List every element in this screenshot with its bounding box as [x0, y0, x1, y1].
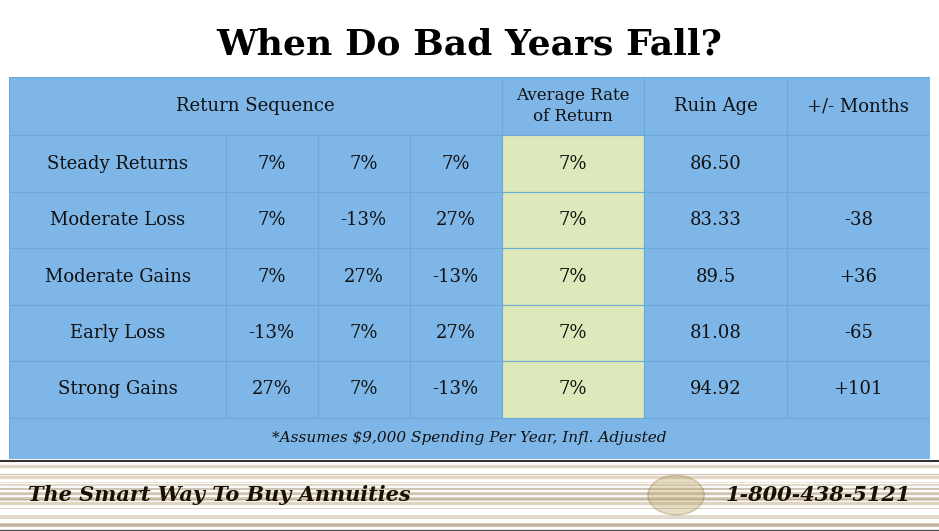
Bar: [9, 77, 501, 135]
Text: 27%: 27%: [436, 211, 476, 229]
Text: 27%: 27%: [344, 268, 384, 286]
Bar: [501, 77, 644, 135]
Text: -13%: -13%: [341, 211, 387, 229]
Text: +101: +101: [834, 380, 883, 398]
Text: 81.08: 81.08: [690, 324, 742, 342]
Text: Moderate Loss: Moderate Loss: [50, 211, 185, 229]
Bar: [225, 135, 317, 192]
Bar: [9, 305, 225, 361]
Text: 7%: 7%: [349, 324, 377, 342]
Text: Ruin Age: Ruin Age: [674, 97, 758, 115]
Bar: [317, 135, 409, 192]
Text: +/- Months: +/- Months: [808, 97, 909, 115]
Text: Early Loss: Early Loss: [69, 324, 165, 342]
Bar: [644, 135, 787, 192]
Bar: [501, 192, 644, 249]
Text: -13%: -13%: [433, 268, 479, 286]
Text: +36: +36: [839, 268, 877, 286]
Bar: [644, 192, 787, 249]
Bar: [317, 192, 409, 249]
Text: Steady Returns: Steady Returns: [47, 155, 188, 173]
Bar: [787, 305, 930, 361]
Text: Average Rate
of Return: Average Rate of Return: [516, 87, 630, 125]
Text: 1-800-438-5121: 1-800-438-5121: [726, 485, 911, 505]
Text: 7%: 7%: [257, 211, 285, 229]
Bar: [787, 249, 930, 305]
Text: Strong Gains: Strong Gains: [57, 380, 177, 398]
Bar: [9, 417, 930, 459]
Bar: [787, 135, 930, 192]
Bar: [409, 305, 501, 361]
Bar: [501, 305, 644, 361]
Text: Moderate Gains: Moderate Gains: [44, 268, 191, 286]
Text: 7%: 7%: [257, 268, 285, 286]
Text: 7%: 7%: [559, 211, 587, 229]
Bar: [409, 249, 501, 305]
Bar: [501, 135, 644, 192]
Bar: [317, 249, 409, 305]
Text: 7%: 7%: [441, 155, 470, 173]
Text: -13%: -13%: [249, 324, 295, 342]
Text: Return Sequence: Return Sequence: [177, 97, 335, 115]
Text: 7%: 7%: [349, 155, 377, 173]
Bar: [644, 77, 787, 135]
Bar: [409, 361, 501, 417]
Text: 7%: 7%: [559, 380, 587, 398]
Bar: [644, 249, 787, 305]
Text: 94.92: 94.92: [690, 380, 742, 398]
Bar: [225, 249, 317, 305]
Bar: [225, 192, 317, 249]
Bar: [225, 305, 317, 361]
Bar: [317, 305, 409, 361]
Text: The Smart Way To Buy Annuities: The Smart Way To Buy Annuities: [28, 485, 410, 505]
Text: When Do Bad Years Fall?: When Do Bad Years Fall?: [217, 28, 722, 62]
Text: *Assumes $9,000 Spending Per Year, Infl. Adjusted: *Assumes $9,000 Spending Per Year, Infl.…: [272, 431, 667, 446]
Bar: [787, 361, 930, 417]
Bar: [409, 135, 501, 192]
Text: -38: -38: [844, 211, 872, 229]
Bar: [787, 77, 930, 135]
Text: 7%: 7%: [349, 380, 377, 398]
Bar: [501, 249, 644, 305]
Text: 83.33: 83.33: [690, 211, 742, 229]
Text: 86.50: 86.50: [690, 155, 742, 173]
Bar: [9, 361, 225, 417]
Bar: [644, 361, 787, 417]
Bar: [409, 192, 501, 249]
Text: 7%: 7%: [559, 268, 587, 286]
Ellipse shape: [648, 475, 704, 515]
Bar: [317, 361, 409, 417]
Text: 7%: 7%: [559, 155, 587, 173]
Bar: [9, 192, 225, 249]
Bar: [787, 192, 930, 249]
Bar: [225, 361, 317, 417]
Bar: [501, 361, 644, 417]
Text: 27%: 27%: [436, 324, 476, 342]
Bar: [9, 249, 225, 305]
Bar: [644, 305, 787, 361]
Text: -13%: -13%: [433, 380, 479, 398]
Text: -65: -65: [844, 324, 872, 342]
Text: 89.5: 89.5: [696, 268, 736, 286]
Text: 7%: 7%: [257, 155, 285, 173]
Text: 7%: 7%: [559, 324, 587, 342]
Bar: [9, 135, 225, 192]
Text: 27%: 27%: [252, 380, 292, 398]
